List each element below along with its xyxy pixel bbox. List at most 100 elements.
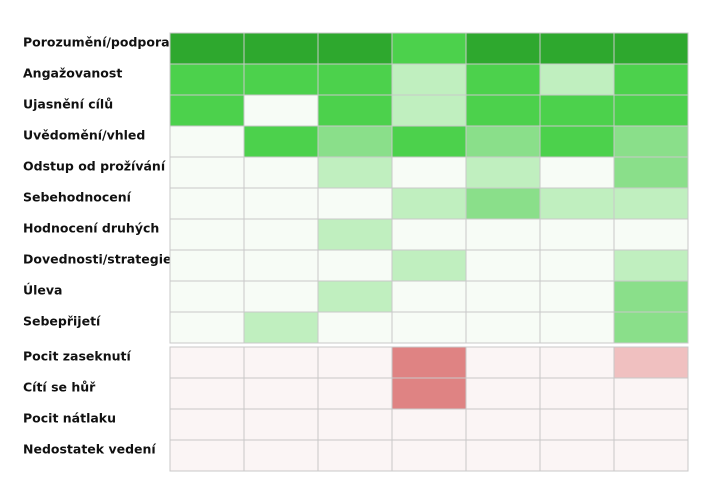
heatmap-cell	[243, 311, 319, 344]
row-label: Pocit zaseknutí	[23, 349, 131, 364]
heatmap-cell	[391, 408, 467, 441]
heatmap-cell	[243, 187, 319, 220]
heatmap-cell	[243, 280, 319, 313]
heatmap-cell	[465, 125, 541, 158]
heatmap-cell	[465, 408, 541, 441]
heatmap-cell	[169, 94, 245, 127]
heatmap-cell	[613, 156, 689, 189]
heatmap-cell	[539, 187, 615, 220]
heatmap-cell	[613, 94, 689, 127]
heatmap-cell	[613, 439, 689, 472]
heatmap-cell	[539, 156, 615, 189]
heatmap-cell	[169, 280, 245, 313]
heatmap-cell	[317, 377, 393, 410]
heatmap-cell	[391, 32, 467, 65]
heatmap-cell	[539, 408, 615, 441]
heatmap-cell	[243, 63, 319, 96]
heatmap-cell	[539, 377, 615, 410]
heatmap-cell	[613, 187, 689, 220]
heatmap-cell	[465, 32, 541, 65]
heatmap-cell	[391, 280, 467, 313]
heatmap-cell	[169, 377, 245, 410]
row-label: Odstup od prožívání	[23, 159, 166, 174]
heatmap-cell	[317, 32, 393, 65]
heatmap-cell	[317, 63, 393, 96]
heatmap-cell	[169, 311, 245, 344]
heatmap-cell	[465, 439, 541, 472]
row-label: Sebepřijetí	[23, 314, 101, 329]
heatmap-cell	[317, 125, 393, 158]
heatmap-cell	[169, 156, 245, 189]
heatmap-cell	[391, 156, 467, 189]
heatmap-cell	[465, 280, 541, 313]
heatmap-cell	[243, 439, 319, 472]
heatmap-cell	[391, 125, 467, 158]
heatmap-cell	[539, 311, 615, 344]
heatmap-cell	[169, 125, 245, 158]
heatmap-cell	[539, 63, 615, 96]
heatmap-cell	[317, 280, 393, 313]
heatmap-cell	[169, 439, 245, 472]
heatmap-cell	[243, 377, 319, 410]
heatmap-cell	[391, 311, 467, 344]
heatmap-cell	[613, 32, 689, 65]
heatmap-cell	[317, 311, 393, 344]
heatmap-cell	[539, 346, 615, 379]
heatmap-cell	[169, 249, 245, 282]
heatmap-cells	[169, 32, 689, 472]
heatmap-cell	[243, 125, 319, 158]
heatmap-cell	[391, 63, 467, 96]
heatmap-cell	[465, 249, 541, 282]
heatmap-cell	[317, 156, 393, 189]
heatmap-cell	[539, 280, 615, 313]
heatmap-cell	[613, 249, 689, 282]
heatmap-cell	[243, 156, 319, 189]
heatmap-cell	[169, 32, 245, 65]
heatmap-cell	[169, 63, 245, 96]
heatmap-cell	[391, 94, 467, 127]
row-label: Porozumění/podpora	[23, 35, 170, 50]
heatmap-cell	[465, 346, 541, 379]
heatmap-cell	[391, 218, 467, 251]
heatmap-cell	[539, 125, 615, 158]
heatmap-cell	[465, 156, 541, 189]
heatmap-cell	[317, 346, 393, 379]
heatmap-cell	[613, 377, 689, 410]
heatmap-cell	[465, 311, 541, 344]
row-label: Dovednosti/strategie	[23, 252, 171, 267]
heatmap-cell	[613, 63, 689, 96]
heatmap-cell	[317, 187, 393, 220]
heatmap-cell	[317, 439, 393, 472]
row-label: Ujasnění cílů	[23, 97, 113, 112]
heatmap-cell	[539, 249, 615, 282]
heatmap-cell	[613, 311, 689, 344]
heatmap-cell	[243, 218, 319, 251]
heatmap-cell	[391, 346, 467, 379]
heatmap-cell	[243, 32, 319, 65]
heatmap-cell	[169, 408, 245, 441]
row-labels: Porozumění/podpora Angažovanost Ujasnění c…	[23, 35, 171, 457]
heatmap-cell	[539, 218, 615, 251]
heatmap-cell	[243, 408, 319, 441]
heatmap-cell	[465, 377, 541, 410]
heatmap-cell	[613, 408, 689, 441]
heatmap-cell	[391, 187, 467, 220]
heatmap-cell	[539, 94, 615, 127]
heatmap-cell	[169, 218, 245, 251]
heatmap-cell	[539, 32, 615, 65]
heatmap-cell	[317, 94, 393, 127]
heatmap-cell	[465, 94, 541, 127]
heatmap-cell	[465, 218, 541, 251]
heatmap-cell	[317, 249, 393, 282]
row-label: Úleva	[23, 283, 63, 298]
heatmap-cell	[613, 280, 689, 313]
heatmap-cell	[613, 125, 689, 158]
row-label: Angažovanost	[23, 66, 122, 81]
heatmap-cell	[243, 249, 319, 282]
heatmap-cell	[613, 346, 689, 379]
heatmap-cell	[391, 439, 467, 472]
row-label: Pocit nátlaku	[23, 411, 116, 426]
row-label: Hodnocení druhých	[23, 221, 159, 236]
heatmap-cell	[169, 346, 245, 379]
